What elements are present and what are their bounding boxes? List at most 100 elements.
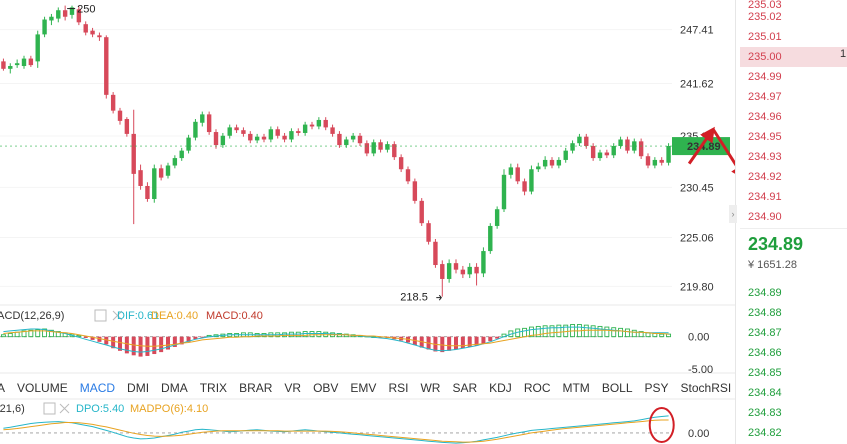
bid-price-row[interactable]: 234.86	[748, 347, 782, 359]
ask-price-row[interactable]: 235.00	[740, 47, 847, 67]
bid-price-row[interactable]: 234.88	[748, 307, 782, 319]
macd-histogram-bar	[118, 336, 122, 351]
ask-price-row[interactable]: 235.02	[748, 11, 782, 23]
candle-body	[357, 135, 363, 144]
ask-price-row[interactable]: 234.90	[748, 211, 782, 223]
macd-histogram-bar	[447, 336, 452, 351]
macd-histogram-bar	[111, 336, 116, 349]
macd-histogram-bar	[495, 336, 500, 339]
macd-histogram-bar	[42, 328, 48, 338]
price-tick-label: 225.06	[680, 232, 714, 244]
ask-price-row[interactable]: 234.95	[748, 131, 782, 143]
macd-histogram-bar	[200, 336, 205, 338]
macd-histogram-bar	[309, 331, 315, 338]
candle-body	[200, 114, 205, 123]
candle-body	[131, 133, 136, 174]
ask-price-row[interactable]: 234.93	[748, 151, 782, 163]
tab-obv[interactable]: OBV	[313, 381, 338, 395]
macd-histogram-bar	[186, 336, 191, 342]
ask-price-row[interactable]: 234.97	[748, 91, 782, 103]
macd-histogram-bar	[631, 329, 637, 338]
candle-body	[529, 169, 534, 192]
ask-price-row[interactable]: 234.99	[748, 71, 782, 83]
macd-histogram-bar	[302, 331, 308, 338]
candle-body	[206, 114, 212, 133]
candle-body	[49, 16, 54, 21]
candle-body	[186, 137, 191, 151]
candle-body	[604, 152, 610, 156]
candle-body	[419, 200, 424, 224]
candle-body	[124, 119, 130, 134]
candle-body	[460, 269, 466, 275]
tab-trix[interactable]: TRIX	[200, 381, 227, 395]
tab-sar[interactable]: SAR	[452, 381, 477, 395]
macd-histogram-bar	[604, 326, 610, 338]
bid-price-row[interactable]: 234.85	[748, 367, 782, 379]
macd-histogram-bar	[14, 331, 20, 338]
tab-psy[interactable]: PSY	[645, 381, 669, 395]
tab-dma[interactable]: DMA	[161, 381, 188, 395]
spread-divider	[740, 228, 847, 229]
candle-body	[323, 119, 328, 128]
tab-vr[interactable]: VR	[284, 381, 301, 395]
dif-value: DIF:0.61	[117, 310, 159, 322]
macd-histogram-bar	[624, 328, 630, 338]
candle-body	[309, 124, 315, 127]
annotation-arrow	[687, 126, 715, 165]
tab-a[interactable]: A	[0, 381, 5, 395]
tab-rsi[interactable]: RSI	[388, 381, 408, 395]
macd-histogram-bar	[76, 334, 82, 338]
macd-histogram-bar	[152, 336, 157, 355]
macd-histogram-bar	[172, 336, 177, 347]
macd-histogram-bar	[55, 331, 61, 338]
bid-price-row[interactable]: 234.82	[748, 427, 782, 439]
candle-body	[398, 157, 404, 170]
collapse-handle-icon[interactable]: ›	[729, 205, 737, 223]
last-price: 234.89	[748, 234, 804, 254]
bid-price-row[interactable]: 234.84	[748, 387, 782, 399]
macd-value: MACD:0.40	[206, 310, 263, 322]
ask-price-row[interactable]: 234.92	[748, 171, 782, 183]
macd-histogram-bar	[590, 325, 596, 338]
current-price-label: 234.89	[687, 141, 721, 153]
ask-price-row[interactable]: 234.91	[748, 191, 782, 203]
price-tick-label: 230.45	[680, 182, 714, 194]
bid-price-row[interactable]: 234.87	[748, 327, 782, 339]
macd-tick-label: -5.00	[688, 364, 713, 376]
macd-histogram-bar	[618, 327, 624, 338]
tab-stochrsi[interactable]: StochRSI	[681, 381, 732, 395]
tab-roc[interactable]: ROC	[524, 381, 551, 395]
candle-body	[481, 251, 486, 274]
ask-price-row[interactable]: 234.96	[748, 111, 782, 123]
dea-value: DEA:0.40	[151, 310, 198, 322]
low-marker-arrow	[436, 294, 442, 301]
candle-body	[542, 159, 548, 167]
tab-boll[interactable]: BOLL	[602, 381, 633, 395]
tab-macd[interactable]: MACD	[80, 381, 116, 395]
macd-histogram-bar	[522, 327, 528, 338]
candle-body	[1, 61, 6, 69]
candle-body	[158, 168, 164, 178]
tab-emv[interactable]: EMV	[350, 381, 376, 395]
candle-body	[433, 241, 438, 266]
macd-histogram-bar	[21, 330, 27, 338]
low-marker-label: 218.5	[400, 292, 428, 304]
tab-volume[interactable]: VOLUME	[17, 381, 68, 395]
bid-price-row[interactable]: 234.83	[748, 407, 782, 419]
candle-body	[76, 9, 82, 23]
candle-body	[446, 263, 452, 279]
candle-body	[14, 63, 20, 66]
candle-body	[227, 127, 232, 136]
tab-wr[interactable]: WR	[420, 381, 440, 395]
tab-mtm[interactable]: MTM	[562, 381, 589, 395]
price-tick-label: 247.41	[680, 25, 714, 37]
bid-price-row[interactable]: 234.89	[748, 287, 782, 299]
candle-body	[110, 94, 116, 111]
tab-dmi[interactable]: DMI	[127, 381, 149, 395]
ask-price-row[interactable]: 235.03	[748, 0, 782, 11]
tab-brar[interactable]: BRAR	[239, 381, 273, 395]
ask-volume: 1	[840, 48, 847, 60]
ask-price-row[interactable]: 235.01	[748, 31, 782, 43]
candle-body	[659, 159, 664, 163]
tab-kdj[interactable]: KDJ	[489, 381, 512, 395]
